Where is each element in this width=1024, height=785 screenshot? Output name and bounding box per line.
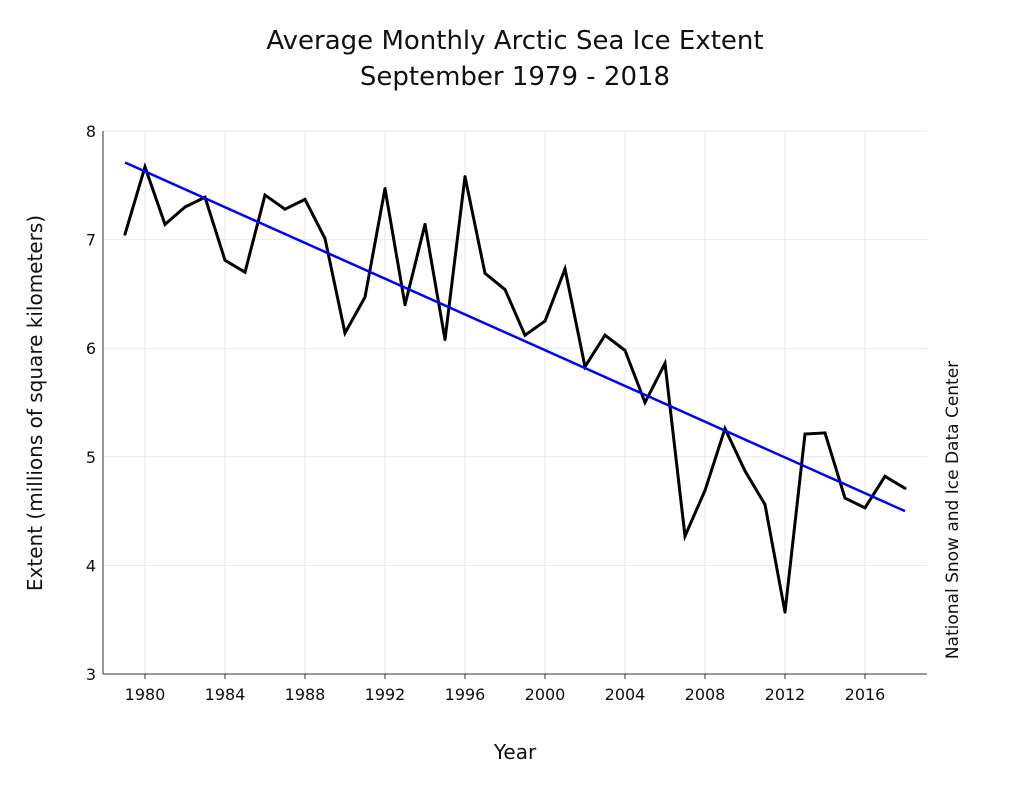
x-tick-label: 2008 [685,685,726,704]
y-tick-label: 5 [86,448,96,467]
x-tick-label: 1992 [365,685,406,704]
trend-line [124,161,906,513]
data-point [663,361,667,365]
data-point [543,319,547,323]
data-point [523,333,527,337]
y-tick-label: 8 [86,122,96,141]
data-point [383,187,387,191]
data-point [683,534,687,538]
credit-label: National Snow and Ice Data Center [943,361,963,659]
data-point [503,288,507,292]
data-point [763,503,767,507]
data-point [143,165,147,169]
data-point [883,474,887,478]
data-point [563,267,567,271]
y-axis-label: Extent (millions of square kilometers) [23,215,47,591]
data-point [243,270,247,274]
x-tick-label: 1984 [205,685,246,704]
data-point [463,175,467,179]
data-point [903,486,907,490]
chart-subtitle: September 1979 - 2018 [360,62,670,92]
x-tick-label: 2012 [765,685,806,704]
x-tick-label: 2004 [605,685,646,704]
x-tick-label: 2000 [525,685,566,704]
data-point [283,207,287,211]
data-point [623,348,627,352]
data-point [403,303,407,307]
data-point [423,222,427,226]
y-tick-label: 4 [86,556,96,575]
y-tick-label: 6 [86,339,96,358]
x-axis-label: Year [493,740,537,764]
data-point [483,271,487,275]
chart-title: Average Monthly Arctic Sea Ice Extent [266,26,763,56]
data-point [743,469,747,473]
data-point [123,232,127,236]
y-tick-label: 7 [86,231,96,250]
data-point [443,338,447,342]
data-point [223,258,227,262]
data-point [843,496,847,500]
data-point [323,237,327,241]
data-point [303,197,307,201]
x-tick-label: 1988 [285,685,326,704]
data-point [863,506,867,510]
extent-line [123,161,906,613]
data-point [263,193,267,197]
x-tick-label: 1996 [445,685,486,704]
x-tick-label: 2016 [845,685,886,704]
y-tick-label: 3 [86,665,96,684]
data-point [343,331,347,335]
data-point [823,431,827,435]
data-point [783,610,787,614]
data-point [183,205,187,209]
data-point [643,401,647,404]
data-point [603,333,607,337]
data-point [803,432,807,436]
data-point [703,488,707,492]
x-tick-label: 1980 [125,685,166,704]
data-point [363,295,367,299]
data-point [163,222,167,226]
